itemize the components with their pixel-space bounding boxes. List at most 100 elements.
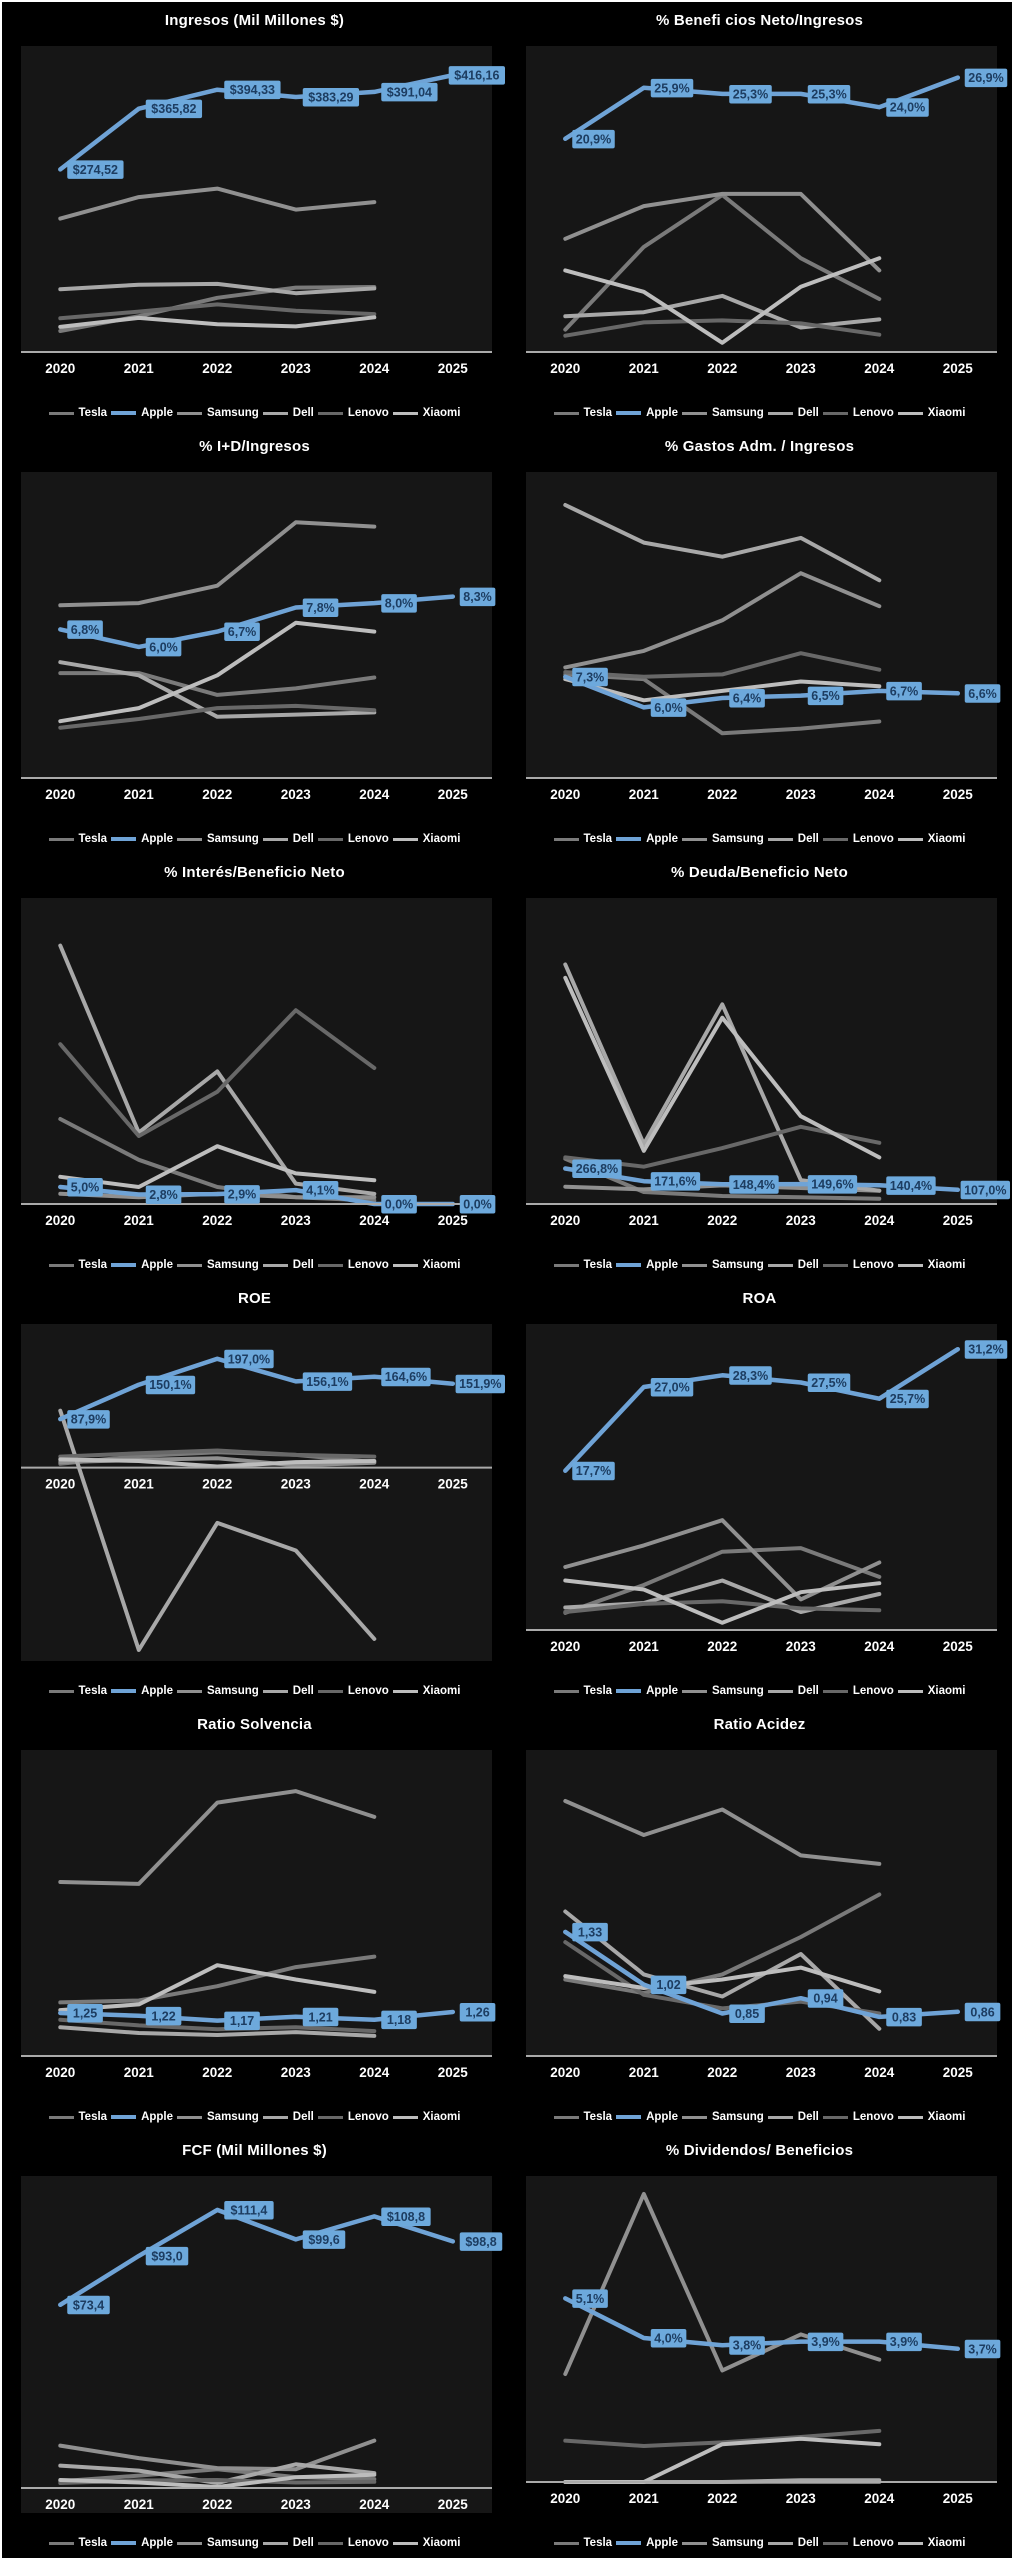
data-label-box: [459, 2003, 496, 2022]
data-label-box: [381, 594, 417, 613]
axis-year-label: 2024: [359, 2497, 390, 2512]
legend-item: Dell: [767, 2537, 819, 2549]
data-label-text: 1,02: [656, 1978, 680, 1992]
legend-item: Xiaomi: [897, 407, 965, 419]
data-label-text: 150,1%: [149, 1378, 191, 1392]
legend-item: Lenovo: [822, 833, 894, 845]
series-line-dell: [563, 1909, 882, 2031]
data-label-text: 107,0%: [964, 1183, 1006, 1197]
legend-line-swatch: [767, 1263, 793, 1267]
series-line-xiaomi: [58, 1457, 377, 1469]
data-label-text: $93,0: [151, 2249, 182, 2263]
axis-year-label: 2022: [707, 2491, 737, 2506]
legend-item: Xiaomi: [897, 833, 965, 845]
axis-year-label: 2025: [943, 2491, 974, 2506]
legend-line-swatch: [822, 1689, 848, 1693]
chart-legend: Tesla Apple Samsung Dell Lenovo Xiaomi: [2, 2111, 507, 2123]
data-label-box: [572, 667, 608, 687]
axis-year-label: 2022: [202, 361, 232, 376]
data-label-box: [650, 1378, 694, 1397]
legend-line-swatch: [616, 1689, 642, 1693]
legend-line-swatch: [317, 2541, 343, 2545]
axis-year-label: 2021: [629, 787, 660, 802]
legend-item: Xiaomi: [392, 2111, 461, 2123]
legend-item: Samsung: [177, 1685, 259, 1697]
legend-item: Samsung: [177, 833, 259, 845]
series-line-lenovo: [58, 1008, 377, 1138]
legend-line-swatch: [616, 2541, 642, 2545]
chart-legend: Tesla Apple Samsung Dell Lenovo Xiaomi: [2, 2537, 507, 2549]
data-label-text: 25,3%: [733, 87, 768, 101]
chart-plot: 2020 2021 2022 2023 2024 2025 1,25 1,22 1,17 1,21…: [21, 1750, 496, 2080]
legend-line-swatch: [897, 2115, 923, 2119]
legend-line-swatch: [616, 2115, 642, 2119]
legend-label: Xiaomi: [422, 833, 461, 845]
legend-label: Tesla: [583, 1259, 613, 1271]
data-label-box: [729, 1366, 772, 1385]
data-label-box: [964, 2339, 1001, 2359]
legend-item: Lenovo: [317, 2537, 389, 2549]
axis-year-label: 2020: [45, 787, 75, 802]
chart-title: ROA: [742, 1290, 777, 1307]
data-label-text: 6,0%: [654, 701, 683, 715]
legend-line-swatch: [111, 1689, 137, 1693]
chart-plot: 2020 2021 2022 2023 2024 2025 87,9% 150,1% 197,0…: [21, 1324, 505, 1661]
legend-item: Apple: [111, 2537, 173, 2549]
legend-label: Xiaomi: [422, 2111, 461, 2123]
legend-label: Apple: [646, 407, 679, 419]
legend-line-swatch: [616, 837, 642, 841]
data-label-text: $365,82: [151, 102, 196, 116]
legend-item: Apple: [616, 2537, 678, 2549]
legend-item: Apple: [111, 407, 173, 419]
chart-legend: Tesla Apple Samsung Dell Lenovo Xiaomi: [2, 407, 507, 419]
chart-legend: Tesla Apple Samsung Dell Lenovo Xiaomi: [507, 2111, 1012, 2123]
data-label-box: [572, 1159, 622, 1179]
data-label-text: 27,0%: [654, 1381, 689, 1395]
data-label-text: 2,9%: [228, 1188, 257, 1202]
legend-label: Apple: [646, 833, 679, 845]
data-label-text: 0,0%: [463, 1198, 492, 1212]
axis-year-label: 2022: [707, 2065, 737, 2080]
legend-label: Dell: [797, 833, 819, 845]
data-label-box: [302, 1181, 339, 1200]
data-label-box: [145, 2246, 189, 2266]
legend-line-swatch: [553, 2541, 579, 2545]
data-label-box: [729, 1175, 779, 1194]
series-line-samsung: [563, 191, 882, 273]
legend-line-swatch: [262, 2541, 288, 2545]
data-label-box: [807, 84, 851, 104]
legend-label: Lenovo: [852, 2111, 894, 2123]
axis-year-label: 2020: [45, 1213, 75, 1228]
data-label-box: [381, 1195, 417, 1214]
data-label-box: [67, 2295, 110, 2315]
axis-year-label: 2021: [629, 2065, 660, 2080]
legend-label: Samsung: [207, 407, 259, 419]
data-label-text: $111,4: [231, 2203, 268, 2217]
series-line-xiaomi: [563, 677, 882, 703]
data-label-text: 6,7%: [228, 625, 257, 639]
legend-line-swatch: [553, 2115, 579, 2119]
data-label-text: 151,9%: [459, 1377, 501, 1391]
axis-year-label: 2023: [281, 1477, 312, 1492]
legend-item: Samsung: [682, 1685, 764, 1697]
axis-year-label: 2024: [359, 787, 390, 802]
legend-label: Xiaomi: [927, 1259, 966, 1271]
legend-line-swatch: [392, 1263, 418, 1267]
series-line-dell: [58, 281, 377, 296]
data-label-text: 31,2%: [968, 1343, 1003, 1357]
data-label-box: [302, 2007, 339, 2027]
data-label-text: 3,9%: [890, 2335, 919, 2349]
series-line-samsung: [563, 1799, 882, 1866]
legend-line-swatch: [317, 2115, 343, 2119]
series-line-samsung: [58, 1789, 377, 1886]
series-line-samsung: [58, 2438, 377, 2472]
series-line-samsung: [563, 571, 882, 670]
axis-year-label: 2020: [45, 361, 75, 376]
legend-line-swatch: [553, 837, 579, 841]
chart-legend: Tesla Apple Samsung Dell Lenovo Xiaomi: [507, 1259, 1012, 1271]
legend-line-swatch: [48, 2115, 74, 2119]
data-label-text: $274,52: [73, 163, 118, 177]
axis-year-label: 2021: [629, 1639, 660, 1654]
legend-label: Samsung: [712, 833, 764, 845]
data-label-box: [67, 1410, 110, 1429]
